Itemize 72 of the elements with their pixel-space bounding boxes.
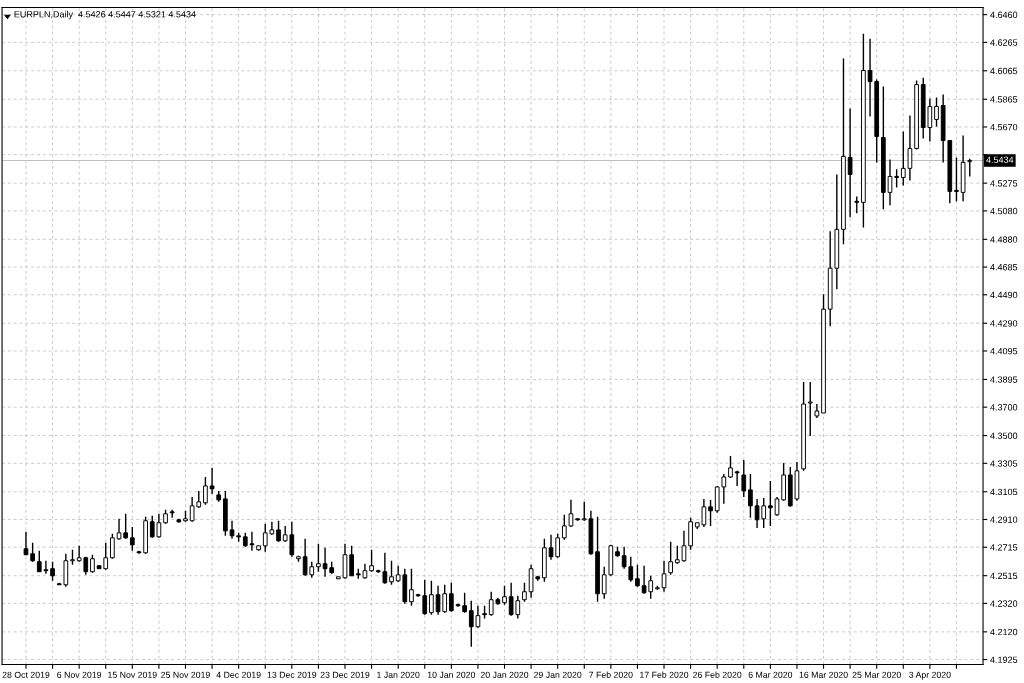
- y-tick-label: 4.3105: [990, 488, 1018, 496]
- x-tick-label: 4 Dec 2019: [216, 671, 261, 678]
- y-tick-label: 4.5865: [990, 96, 1018, 103]
- x-tick-label: 1 Jan 2020: [377, 671, 420, 678]
- y-tick-label: 4.2910: [990, 516, 1018, 523]
- candlestick: [462, 592, 467, 614]
- y-tick-label: 4.3895: [990, 376, 1018, 383]
- y-tick-label: 4.5670: [990, 123, 1018, 131]
- candlestick: [728, 455, 733, 479]
- x-tick-label: 23 Dec 2019: [320, 671, 370, 678]
- candlestick: [276, 520, 281, 543]
- candlestick: [110, 533, 115, 560]
- x-tick-label: 17 Feb 2020: [640, 671, 689, 678]
- y-tick-label: 4.5080: [990, 207, 1018, 215]
- y-tick-label: 4.1925: [990, 656, 1018, 663]
- x-tick-label: 13 Dec 2019: [267, 671, 317, 678]
- x-tick-label: 10 Jan 2020: [427, 671, 476, 678]
- candlestick: [129, 526, 135, 552]
- x-tick-label: 15 Nov 2019: [108, 671, 157, 678]
- y-tick-label: 4.3305: [990, 460, 1018, 467]
- candlestick: [661, 560, 667, 593]
- y-tick-label: 4.3500: [990, 432, 1018, 439]
- y-tick-label: 4.2715: [990, 544, 1018, 551]
- y-tick-label: 4.4490: [990, 291, 1018, 299]
- candlestick: [389, 560, 394, 586]
- candlestick: [668, 541, 674, 576]
- y-tick-label: 4.5275: [990, 180, 1018, 187]
- y-tick-label: 4.6460: [990, 11, 1018, 18]
- x-tick-label: 7 Feb 2020: [589, 671, 633, 678]
- candlestick: [748, 473, 753, 519]
- x-tick-label: 28 Oct 2019: [2, 671, 50, 678]
- candlestick: [502, 585, 507, 606]
- x-tick-label: 25 Nov 2019: [161, 671, 210, 678]
- candlestick: [807, 381, 813, 437]
- x-tick-label: 6 Nov 2019: [57, 671, 102, 678]
- ref-line-label: 4.5434: [986, 156, 1014, 163]
- candlestick: [934, 96, 939, 128]
- candlestick: [954, 156, 959, 203]
- candlestick: [169, 509, 175, 519]
- candlestick: [409, 568, 414, 607]
- y-tick-label: 4.6065: [990, 67, 1018, 75]
- x-tick-label: 6 Mar 2020: [748, 671, 793, 678]
- candlestick: [734, 470, 740, 487]
- y-tick-label: 4.2120: [990, 628, 1018, 636]
- y-tick-label: 4.3700: [990, 404, 1018, 411]
- y-tick-label: 4.4095: [990, 347, 1018, 355]
- x-tick-label: 20 Jan 2020: [480, 671, 529, 678]
- candlestick: [203, 476, 208, 506]
- y-tick-label: 4.6265: [990, 39, 1018, 46]
- candlestick: [316, 543, 321, 573]
- x-tick-label: 25 Mar 2020: [852, 671, 901, 678]
- y-tick-label: 4.4880: [990, 236, 1018, 243]
- candlestick: [522, 582, 527, 603]
- x-tick-label: 16 Mar 2020: [799, 671, 848, 678]
- chart-title: EURPLN,Daily 4.5426 4.5447 4.5321 4.5434: [14, 10, 196, 20]
- x-tick-label: 26 Feb 2020: [693, 671, 742, 678]
- y-tick-label: 4.2515: [990, 572, 1018, 580]
- candlestick: [23, 531, 29, 556]
- x-tick-label: 29 Jan 2020: [534, 671, 582, 678]
- x-tick-label: 3 Apr 2020: [909, 671, 951, 680]
- candlestick: [50, 561, 55, 582]
- candlestick: [209, 467, 215, 495]
- y-tick-label: 4.4290: [990, 320, 1018, 327]
- candlestick: [741, 459, 747, 498]
- y-tick-label: 4.4685: [990, 264, 1018, 271]
- candlestick: [635, 564, 640, 588]
- candlestick: [369, 549, 374, 573]
- candlestick: [847, 107, 853, 218]
- candlestick: [708, 499, 713, 527]
- y-tick-label: 4.2320: [990, 600, 1018, 607]
- candlestick: [429, 580, 434, 616]
- candlestick: [30, 542, 35, 563]
